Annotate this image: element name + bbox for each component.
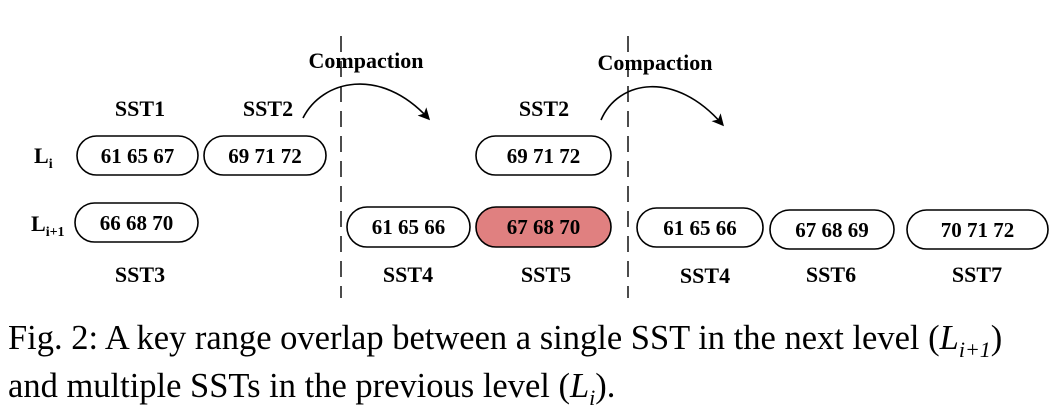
compaction-label-2: Compaction bbox=[598, 50, 713, 75]
figure-caption: Fig. 2: A key range overlap between a si… bbox=[8, 314, 1058, 410]
sst-box-sst7 bbox=[906, 209, 1049, 250]
sst-keys-sst7: 70 71 72 bbox=[941, 218, 1015, 242]
sst-label-sst1: SST1 bbox=[115, 96, 165, 121]
sst-box-sst5-overlap bbox=[475, 206, 612, 248]
sst-label-sst6: SST6 bbox=[806, 262, 856, 287]
svg-text:Li: Li bbox=[34, 143, 53, 172]
sst-box-sst4-final bbox=[636, 207, 764, 248]
sst-box-sst6 bbox=[769, 209, 895, 250]
caption-math-level-next: Li+1 bbox=[939, 319, 991, 362]
sst-box-sst4 bbox=[346, 206, 471, 248]
compaction-arrow-2 bbox=[600, 85, 724, 127]
sst-keys-sst4: 61 65 66 bbox=[372, 215, 446, 239]
caption-text-3: ). bbox=[595, 367, 616, 405]
sst-box-sst3 bbox=[74, 202, 199, 243]
sst-keys-sst1: 61 65 67 bbox=[101, 144, 175, 168]
sst-box-sst2-after bbox=[475, 135, 612, 176]
caption-text-1: A key range overlap between a single SST… bbox=[104, 319, 940, 357]
sst-box-sst1 bbox=[76, 135, 199, 176]
sst-keys-sst3: 66 68 70 bbox=[100, 211, 174, 235]
sst-label-sst4: SST4 bbox=[383, 262, 433, 287]
compaction-arrow-1 bbox=[302, 83, 431, 121]
sst-label-sst7: SST7 bbox=[952, 262, 1002, 287]
svg-text:Li+1: Li+1 bbox=[31, 211, 65, 240]
caption-text-2: ) and multiple SSTs in the previous leve… bbox=[8, 319, 1003, 405]
caption-label: Fig. 2: bbox=[8, 319, 99, 357]
sst-keys-sst4-final: 61 65 66 bbox=[663, 216, 737, 240]
compaction-label-1: Compaction bbox=[309, 48, 424, 73]
sst-keys-sst2-after: 69 71 72 bbox=[507, 144, 581, 168]
sst-label-sst2-after: SST2 bbox=[519, 96, 569, 121]
level-label-upper: Li bbox=[34, 143, 53, 172]
compaction-diagram: Li Li+1 SST1 SST2 61 65 67 69 71 72 66 6… bbox=[31, 36, 1049, 298]
sst-keys-sst2: 69 71 72 bbox=[228, 144, 302, 168]
caption-math-level-prev: Li bbox=[569, 367, 596, 410]
sst-label-sst4-final: SST4 bbox=[680, 263, 730, 288]
level-label-lower: Li+1 bbox=[31, 211, 65, 240]
sst-keys-sst5: 67 68 70 bbox=[507, 215, 581, 239]
sst-label-sst2: SST2 bbox=[243, 96, 293, 121]
sst-keys-sst6: 67 68 69 bbox=[795, 218, 869, 242]
sst-label-sst5: SST5 bbox=[521, 262, 571, 287]
sst-label-sst3: SST3 bbox=[115, 262, 165, 287]
sst-box-sst2 bbox=[203, 135, 327, 176]
